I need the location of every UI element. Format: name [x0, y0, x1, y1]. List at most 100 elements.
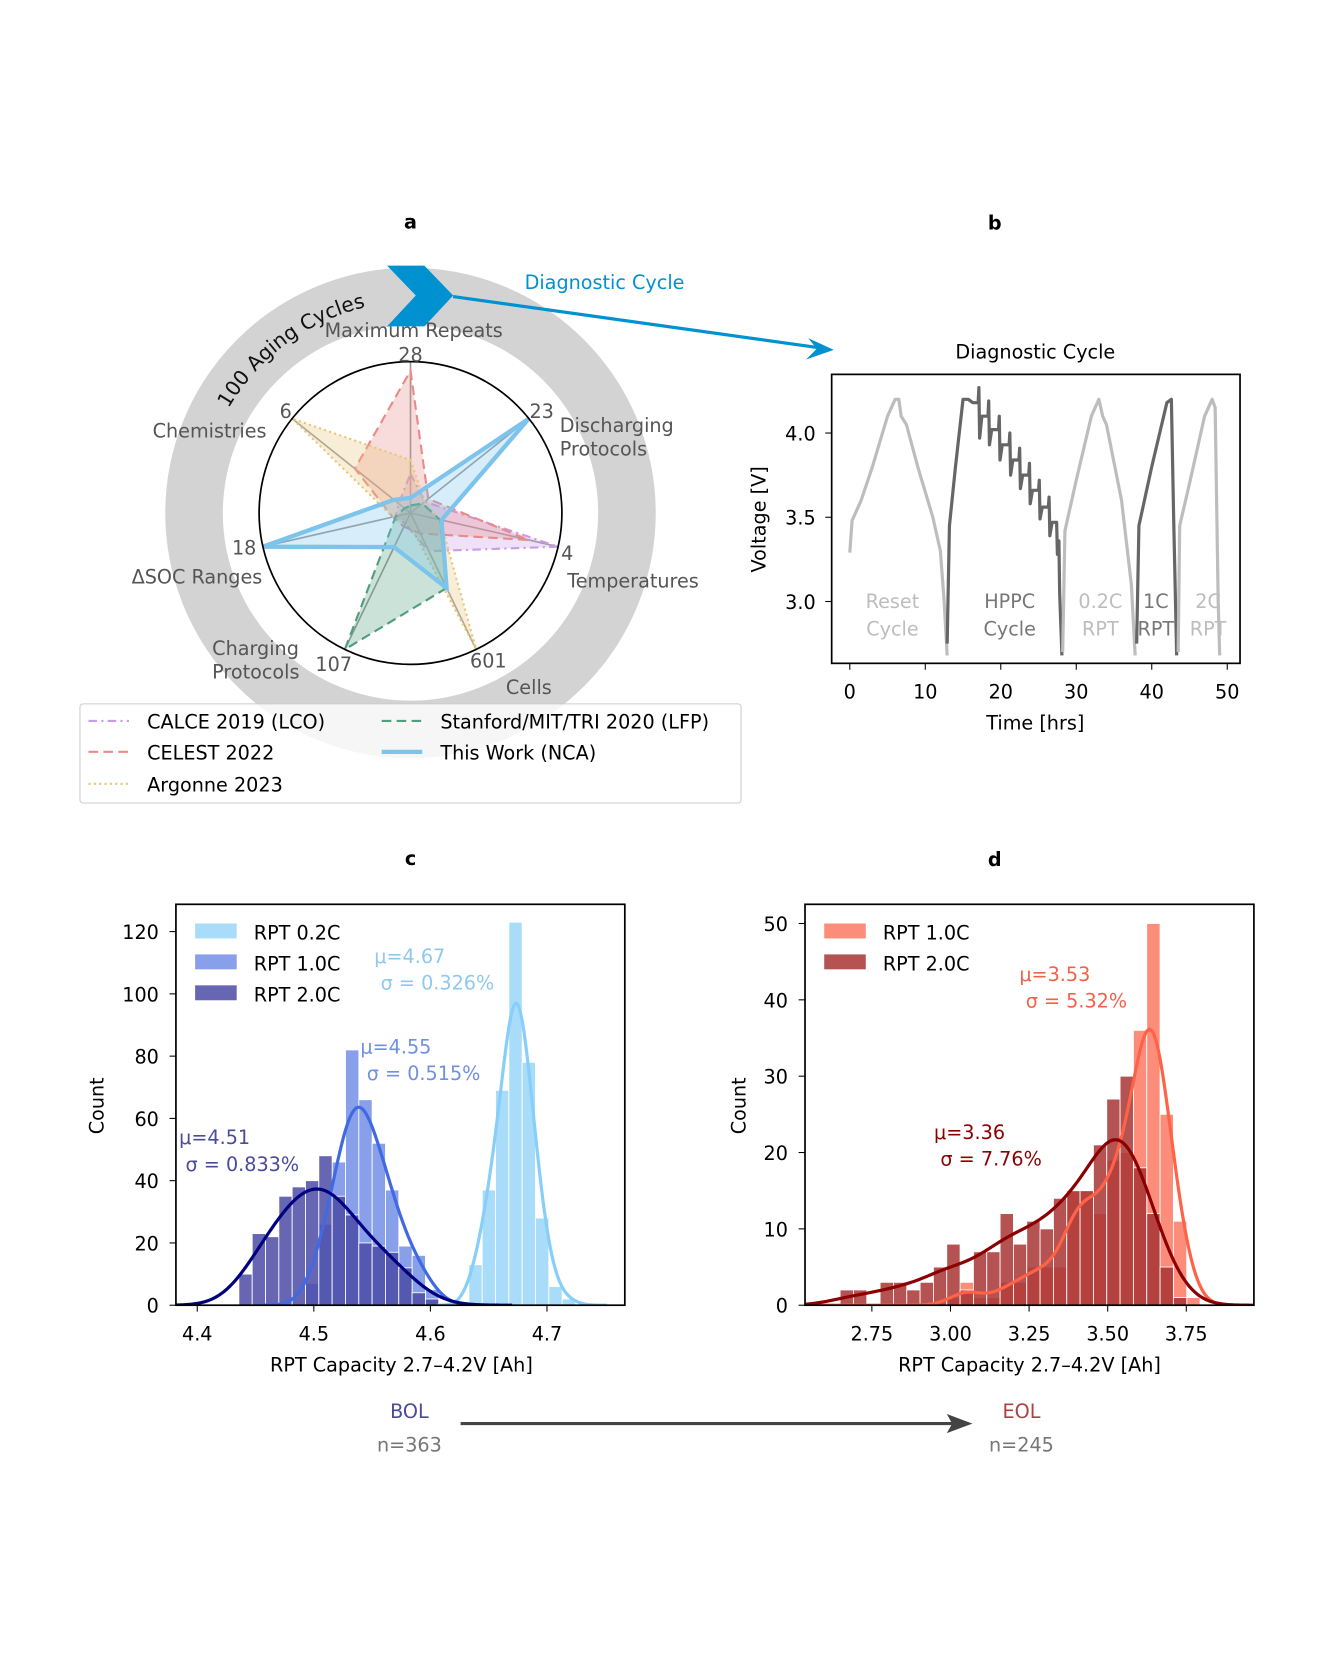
voltage-segment: [848, 397, 949, 656]
x-tick-label: 3.50: [1086, 1322, 1129, 1345]
legend-label: RPT 2.0C: [883, 952, 970, 975]
voltage-title: Diagnostic Cycle: [955, 340, 1115, 363]
histogram-bar: [879, 1281, 894, 1306]
histogram-plot: [175, 921, 607, 1306]
mean-annotation: μ=4.51: [179, 1126, 250, 1149]
x-tick-label: 3.25: [1008, 1322, 1051, 1345]
histogram-plot: [805, 923, 1254, 1306]
radar-axis-max: 28: [398, 344, 422, 367]
radar-axis-max: 601: [470, 650, 507, 673]
histogram-bar: [906, 1289, 921, 1306]
y-tick-label: 3.5: [785, 507, 816, 530]
radar-axis-label: ΔSOC Ranges: [132, 565, 263, 588]
y-tick-label: 50: [764, 913, 788, 936]
histogram-bar: [986, 1251, 1001, 1306]
radar-axis-max: 6: [280, 400, 292, 423]
region-label: 0.2C: [1078, 590, 1122, 613]
legend-swatch: [195, 923, 237, 939]
radar-series-0: [394, 471, 559, 553]
radar-axis-label: Maximum Repeats: [325, 319, 503, 342]
radar-spoke: [262, 512, 411, 548]
diagnostic-chevron-icon: [387, 265, 454, 327]
histogram-bar: [238, 1273, 253, 1306]
x-tick-label: 4.6: [415, 1322, 446, 1345]
region-label: RPT: [1137, 618, 1174, 641]
x-tick-label: 4.5: [299, 1322, 330, 1345]
diagnostic-arrow: [452, 294, 820, 350]
legend-swatch: [824, 923, 866, 939]
radar-spoke: [409, 512, 477, 650]
x-tick-label: 3.75: [1165, 1322, 1208, 1345]
histogram-bar: [1146, 1213, 1161, 1306]
y-tick-label: 40: [134, 1170, 158, 1193]
voltage-ylabel: Voltage [V]: [748, 466, 771, 572]
panel-label-d: d: [988, 848, 1002, 871]
legend-label: RPT 2.0C: [254, 983, 341, 1006]
x-tick-label: 50: [1215, 681, 1239, 704]
histogram-bar: [548, 1286, 563, 1306]
histogram-bar: [919, 1281, 934, 1306]
voltage-segment: [1176, 397, 1222, 656]
voltage-xlabel: Time [hrs]: [985, 711, 1084, 734]
mean-annotation: μ=3.36: [934, 1121, 1005, 1144]
voltage-segment: [1135, 397, 1179, 656]
kde-curve: [805, 1138, 1254, 1306]
radar-axis-label: Cells: [506, 676, 552, 699]
radar-legend-entries: CALCE 2019 (LCO) CELEST 2022 Argonne 2023 S…: [88, 710, 709, 796]
histogram-bar: [1026, 1220, 1041, 1306]
y-axis-label: Count: [85, 1077, 108, 1134]
radar-spoke: [344, 512, 412, 650]
y-tick-label: 4.0: [785, 422, 816, 445]
voltage-plot: 0 10 20 30 40 50 3.0 3.5 4.0 Reset Cycle HPPC Cycle 0…: [785, 385, 1239, 704]
sigma-annotation: σ = 5.32%: [1026, 990, 1127, 1013]
voltage-panel: Diagnostic Cycle 0 10 20 30 40 50 3.0 3.5 4.0 Res…: [748, 340, 1241, 734]
arrowhead-icon: [946, 1413, 973, 1434]
panel-label-b: b: [988, 211, 1002, 234]
histogram-bar: [251, 1233, 266, 1306]
y-tick-label: 0: [147, 1295, 159, 1318]
histogram-bar: [265, 1236, 280, 1306]
region-label: 1C: [1143, 590, 1169, 613]
radar-axis-label: Discharging Protocols: [560, 414, 674, 460]
sigma-annotation: σ = 0.326%: [381, 972, 495, 995]
x-tick-label: 10: [913, 681, 937, 704]
legend-label: CALCE 2019 (LCO): [147, 710, 325, 733]
histogram-bar: [973, 1251, 988, 1306]
radar-plot: [262, 361, 559, 652]
region-label: 2C: [1195, 590, 1221, 613]
y-tick-label: 60: [134, 1108, 158, 1131]
y-tick-label: 30: [764, 1066, 788, 1089]
kde-curve: [437, 1001, 607, 1306]
histogram-bar: [345, 1214, 360, 1306]
legend-swatch: [195, 954, 237, 970]
sigma-annotation: σ = 0.833%: [186, 1153, 300, 1176]
histogram-bar: [411, 1292, 426, 1306]
sigma-annotation: σ = 0.515%: [367, 1062, 481, 1085]
y-tick-label: 20: [134, 1232, 158, 1255]
legend-swatch: [824, 954, 866, 970]
histogram-bar: [358, 1242, 373, 1306]
x-tick-label: 2.75: [850, 1322, 893, 1345]
legend-label: RPT 1.0C: [883, 921, 970, 944]
x-axis-label: RPT Capacity 2.7–4.2V [Ah]: [898, 1353, 1161, 1376]
histogram-bar: [1106, 1098, 1121, 1306]
radar-axis-max: 18: [232, 537, 256, 560]
radar-series-4: [262, 416, 531, 593]
histogram-bar: [999, 1213, 1014, 1306]
radar-axis-max: 23: [529, 400, 553, 423]
kde-curve: [805, 1027, 1243, 1306]
radar-axis-label: Temperatures: [566, 570, 699, 593]
legend-label: CELEST 2022: [147, 741, 274, 764]
diagnostic-arrowhead-icon: [806, 338, 834, 360]
eol-label: EOL: [1002, 1400, 1040, 1423]
region-label: HPPC: [984, 590, 1035, 613]
y-axis-label: Count: [727, 1077, 750, 1134]
x-axis-label: RPT Capacity 2.7–4.2V [Ah]: [270, 1353, 533, 1376]
radar-axis-label: Chemistries: [153, 419, 267, 442]
x-tick-label: 3.00: [929, 1322, 972, 1345]
kde-curve: [175, 1187, 513, 1306]
eol-histogram-panel: 2.75 3.00 3.25 3.50 3.75 0 10 20 30 40 50 RPT Capac…: [727, 903, 1255, 1376]
voltage-segment: [945, 385, 1064, 656]
y-tick-label: 120: [122, 921, 159, 944]
